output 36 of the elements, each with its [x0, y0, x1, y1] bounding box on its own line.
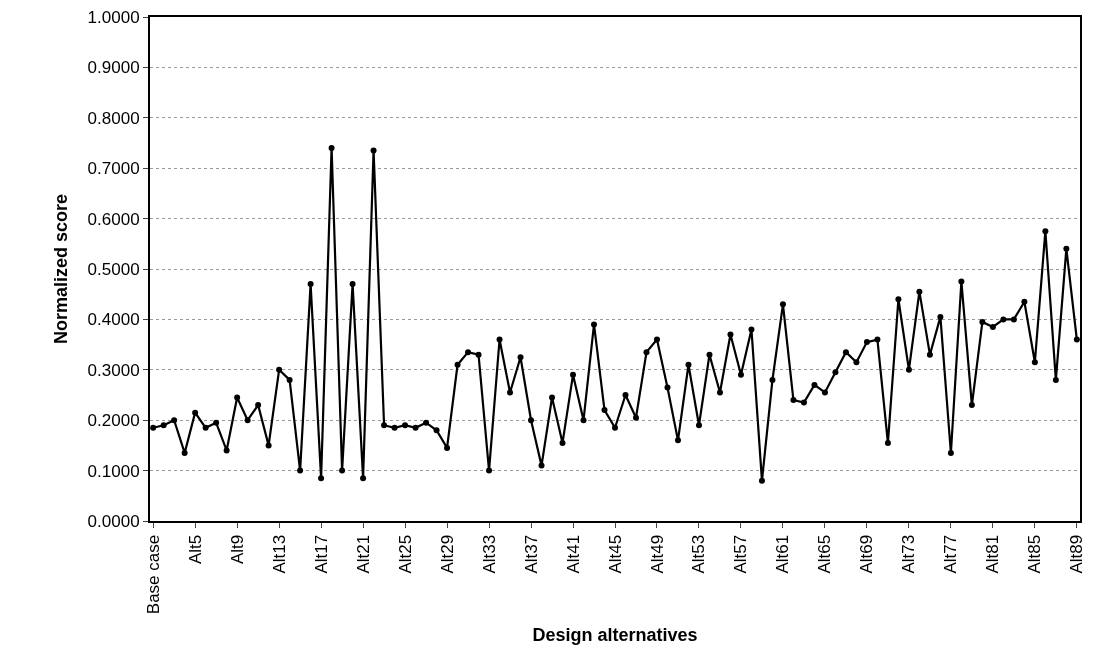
x-tick-label: Alt25: [395, 534, 415, 574]
x-tick-label: Alt33: [479, 534, 499, 574]
y-tick-label: 0.7000: [87, 159, 140, 179]
x-tick-label: Alt5: [185, 534, 205, 565]
x-tick-label: Alt61: [773, 534, 793, 574]
x-tick-label: Alt41: [563, 534, 583, 574]
x-tick-label: Alt65: [815, 534, 835, 574]
x-tick-label: Alt69: [857, 534, 877, 574]
x-tick-label: Alt73: [899, 534, 919, 574]
y-tick-label: 0.8000: [87, 108, 140, 128]
x-tick-label: Alt17: [311, 534, 331, 574]
x-tick-label: Alt77: [941, 534, 961, 574]
x-tick-label: Alt53: [689, 534, 709, 574]
y-tick-label: 0.0000: [87, 511, 140, 531]
x-tick-label: Alt81: [983, 534, 1003, 574]
y-tick-label: 0.1000: [87, 461, 140, 481]
y-tick-label: 0.9000: [87, 58, 140, 78]
x-tick-label: Alt13: [269, 534, 289, 574]
x-tick-label: Alt49: [647, 534, 667, 574]
y-tick-label: 1.0000: [87, 7, 140, 27]
x-tick-label: Alt9: [227, 534, 247, 565]
x-tick-label: Alt45: [605, 534, 625, 574]
x-tick-label: Alt85: [1025, 534, 1045, 574]
x-tick-label: Alt57: [731, 534, 751, 574]
y-tick-label: 0.6000: [87, 209, 140, 229]
x-tick-label: Alt89: [1067, 534, 1087, 574]
y-tick-label: 0.2000: [87, 411, 140, 431]
y-axis-title: Normalized score: [51, 193, 72, 345]
y-tick-label: 0.5000: [87, 259, 140, 279]
x-tick-label: Alt37: [521, 534, 541, 574]
x-tick-label: Alt29: [437, 534, 457, 574]
x-axis-title: Design alternatives: [532, 624, 698, 645]
y-tick-label: 0.4000: [87, 310, 140, 330]
y-tick-label: 0.3000: [87, 360, 140, 380]
x-tick-label: Base case: [143, 534, 163, 615]
x-tick-label: Alt21: [353, 534, 373, 574]
